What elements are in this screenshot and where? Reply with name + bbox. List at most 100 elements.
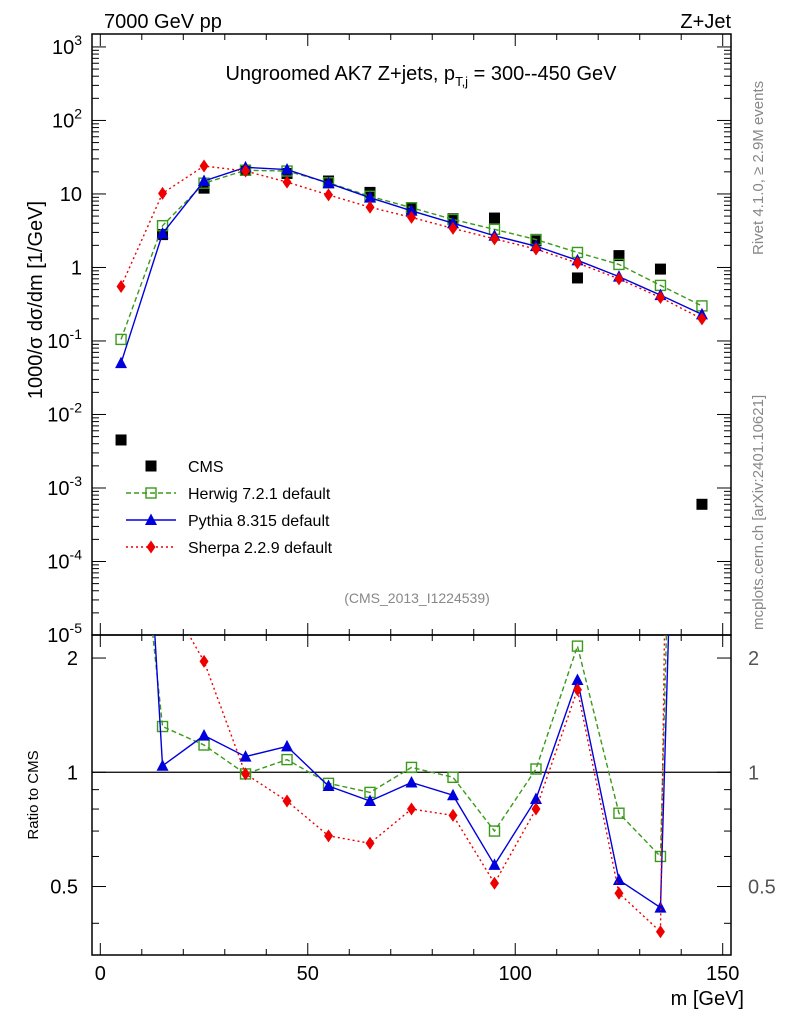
pythia-ratio-point — [612, 873, 625, 886]
x-tick-label: 50 — [297, 963, 319, 985]
sherpa-ratio-point — [655, 925, 665, 939]
herwig-ratio-point — [447, 771, 459, 783]
sherpa-point — [407, 210, 416, 224]
pythia-ratio-point — [198, 728, 211, 741]
chart-title-main: Ungroomed AK7 Z+jets, p — [225, 63, 455, 85]
x-axis-label: m [GeV] — [671, 988, 744, 1010]
herwig-ratio-point — [613, 807, 625, 819]
ratio-tick-label: 0.5 — [50, 877, 78, 899]
legend-herwig-label: Herwig 7.2.1 default — [188, 486, 331, 503]
rivet-label: Rivet 4.1.0, ≥ 2.9M events — [750, 81, 767, 255]
analysis-label: (CMS_2013_I1224539) — [344, 590, 490, 606]
pythia-point — [115, 356, 128, 369]
pythia-point — [405, 204, 418, 216]
ratio-tick-label-right: 1 — [748, 762, 759, 784]
pythia-ratio-point — [364, 794, 377, 807]
sherpa-point — [158, 186, 168, 200]
sherpa-ratio-point — [241, 767, 251, 781]
header-left: 7000 GeV pp — [104, 11, 222, 33]
legend-pythia-marker — [145, 513, 157, 525]
header-right: Z+Jet — [680, 11, 731, 33]
pythia-line — [120, 166, 703, 364]
herwig-point — [115, 333, 127, 346]
cms-point — [571, 272, 583, 284]
cms-point — [488, 212, 500, 224]
ratio-tick-label: 2 — [67, 648, 78, 670]
y-tick-label: 103 — [52, 32, 82, 59]
pythia-ratio-point — [405, 775, 418, 788]
pythia-ratio-point — [281, 739, 294, 752]
chart-title: Ungroomed AK7 Z+jets, pT,j = 300--450 Ge… — [225, 63, 617, 89]
sherpa-point — [116, 280, 126, 294]
herwig-ratio-line — [152, 635, 668, 859]
herwig-ratio-point — [405, 761, 418, 774]
sherpa-ratio-point — [199, 654, 209, 668]
ratio-tick-label-right: 0.5 — [748, 877, 776, 899]
pythia-ratio-point — [239, 750, 252, 762]
axes-layer: 0 50 100 150 10-5 10-4 10-3 10-2 10-1 1 10 102 103 0.… — [47, 32, 776, 985]
sherpa-point — [655, 291, 665, 305]
legend-sherpa-label: Sherpa 2.2.9 default — [188, 540, 333, 557]
y-axis-label: 1000/σ dσ/dm [1/GeV] — [25, 201, 47, 399]
mcplots-label: mcplots.cern.ch [arXiv:2401.10621] — [750, 395, 767, 630]
ratio-series-layer — [152, 635, 670, 939]
pythia-point — [322, 176, 335, 189]
ratio-y-axis-label: Ratio to CMS — [25, 750, 42, 839]
sherpa-ratio-point — [572, 683, 582, 697]
cms-point — [613, 250, 625, 262]
herwig-point — [613, 258, 625, 271]
herwig-ratio-point — [654, 850, 667, 863]
sherpa-point — [572, 256, 582, 270]
y-tick-label: 10-2 — [47, 399, 82, 426]
sherpa-ratio-point — [448, 808, 458, 822]
pythia-ratio-line — [154, 635, 670, 909]
pythia-point — [198, 174, 211, 187]
legend-pythia-label: Pythia 8.315 default — [188, 513, 330, 530]
sherpa-point — [448, 221, 458, 235]
ratio-tick-label-right: 2 — [748, 648, 759, 670]
legend-cms-label: CMS — [188, 459, 224, 476]
sherpa-ratio-point — [407, 802, 416, 816]
sherpa-ratio-point — [365, 836, 375, 850]
y-tick-label: 10 — [60, 184, 82, 206]
herwig-ratio-point — [281, 753, 293, 766]
x-tick-label: 150 — [706, 963, 739, 985]
legend: CMS Herwig 7.2.1 default Pythia 8.315 defa… — [126, 459, 333, 557]
pythia-ratio-point — [529, 792, 542, 805]
cms-point — [696, 498, 708, 510]
sherpa-ratio-point — [282, 794, 292, 808]
sherpa-ratio-point — [531, 802, 541, 816]
sherpa-point — [489, 232, 499, 246]
sherpa-ratio-point — [489, 876, 499, 890]
sherpa-ratio-line — [188, 635, 666, 934]
herwig-ratio-point — [488, 825, 501, 837]
pythia-ratio-point — [488, 858, 501, 870]
sherpa-ratio-point — [614, 886, 624, 900]
sherpa-point — [199, 159, 209, 173]
sherpa-point — [614, 272, 624, 286]
pythia-point — [156, 226, 169, 239]
sherpa-point — [324, 188, 334, 202]
ratio-frame — [91, 634, 732, 956]
legend-cms-marker — [145, 460, 157, 472]
y-tick-label: 10-5 — [47, 620, 82, 647]
y-tick-label: 10-1 — [47, 326, 82, 353]
pythia-ratio-point — [571, 673, 584, 686]
y-tick-label: 10-4 — [47, 546, 82, 573]
sherpa-point — [241, 164, 251, 178]
legend-herwig-marker — [145, 487, 157, 499]
pythia-ratio-point — [446, 788, 459, 801]
herwig-ratio-point — [530, 763, 542, 775]
sherpa-point — [531, 242, 541, 256]
cms-point — [654, 263, 666, 275]
main-series-layer — [115, 159, 708, 510]
sherpa-point — [697, 312, 707, 326]
y-tick-label: 102 — [52, 105, 82, 132]
herwig-ratio-point — [571, 640, 584, 652]
ratio-tick-label: 1 — [67, 762, 78, 784]
legend-sherpa-marker — [146, 540, 156, 554]
y-tick-label: 1 — [71, 257, 82, 279]
y-tick-label: 10-3 — [47, 473, 82, 500]
pythia-point — [364, 191, 377, 203]
